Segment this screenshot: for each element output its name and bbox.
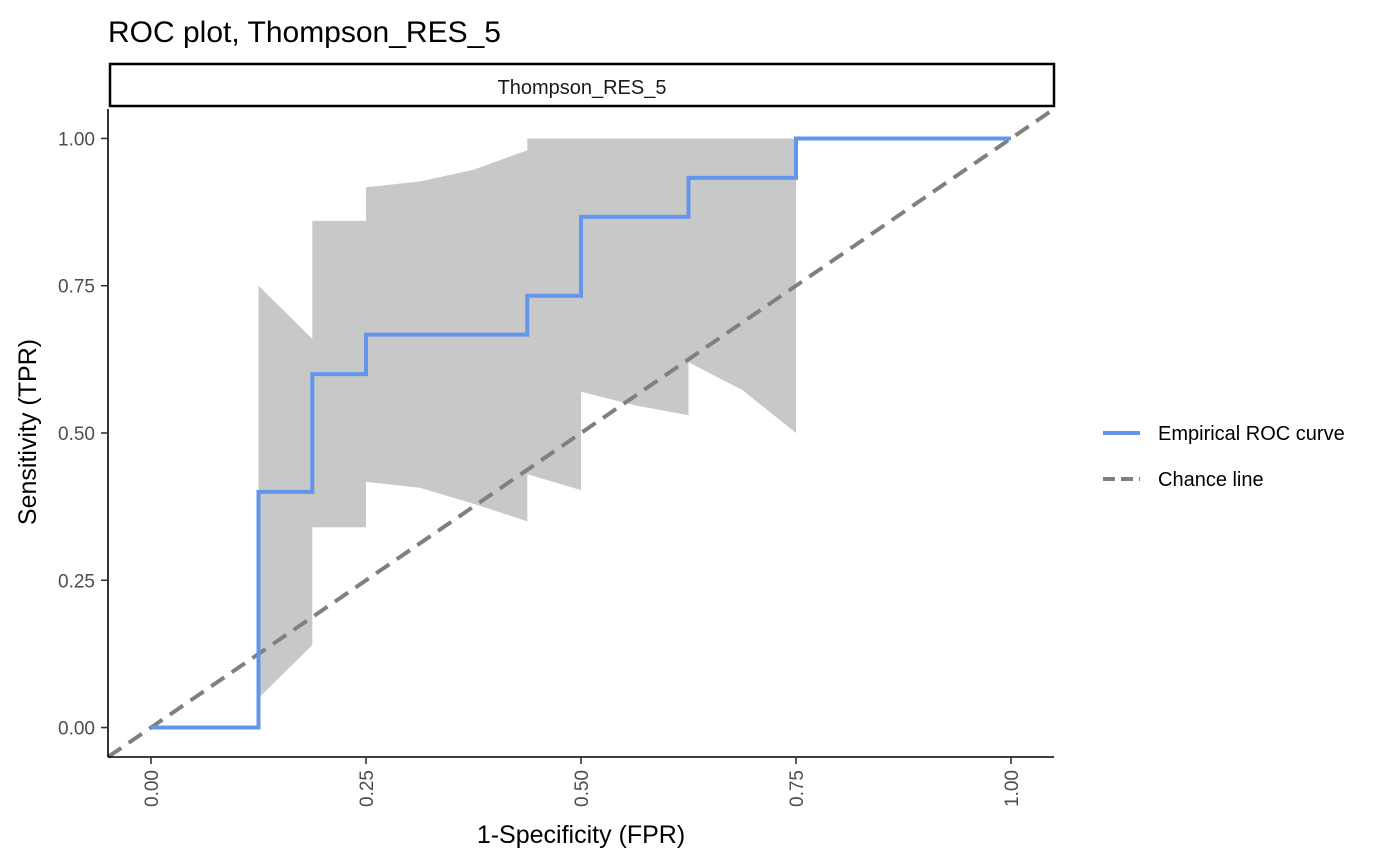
chart-title: ROC plot, Thompson_RES_5 <box>108 16 501 49</box>
x-axis-title: 1-Specificity (FPR) <box>477 821 685 849</box>
chance-line-layer <box>106 107 1056 759</box>
x-tick-label: 0.75 <box>787 770 808 807</box>
confidence-band <box>258 138 796 699</box>
x-tick-label: 0.25 <box>357 770 378 807</box>
x-tick-label: 0.00 <box>142 770 163 807</box>
y-tick-label: 0.50 <box>58 424 95 445</box>
roc-curve-layer <box>151 136 1011 730</box>
y-tick-label: 0.75 <box>58 277 95 298</box>
chance-line <box>106 107 1056 759</box>
y-axis-title: Sensitivity (TPR) <box>14 339 42 525</box>
y-tick-label: 1.00 <box>58 129 95 150</box>
y-tick-label: 0.25 <box>58 571 95 592</box>
legend: Empirical ROC curve Chance line <box>1103 423 1345 491</box>
x-tick-label: 0.50 <box>572 770 593 807</box>
y-axis-ticks: 0.00 0.25 0.50 0.75 1.00 <box>58 129 108 740</box>
empirical-roc-curve <box>151 136 1011 730</box>
x-tick-label: 1.00 <box>1002 770 1023 807</box>
x-axis-ticks: 0.00 0.25 0.50 0.75 1.00 <box>142 757 1023 807</box>
facet-strip-label: Thompson_RES_5 <box>498 77 667 99</box>
legend-label-chance-line: Chance line <box>1158 469 1264 491</box>
confidence-band-layer <box>258 138 796 699</box>
facet-strip <box>108 62 1056 108</box>
y-tick-label: 0.00 <box>58 719 95 740</box>
legend-label-empirical-roc: Empirical ROC curve <box>1158 423 1345 445</box>
